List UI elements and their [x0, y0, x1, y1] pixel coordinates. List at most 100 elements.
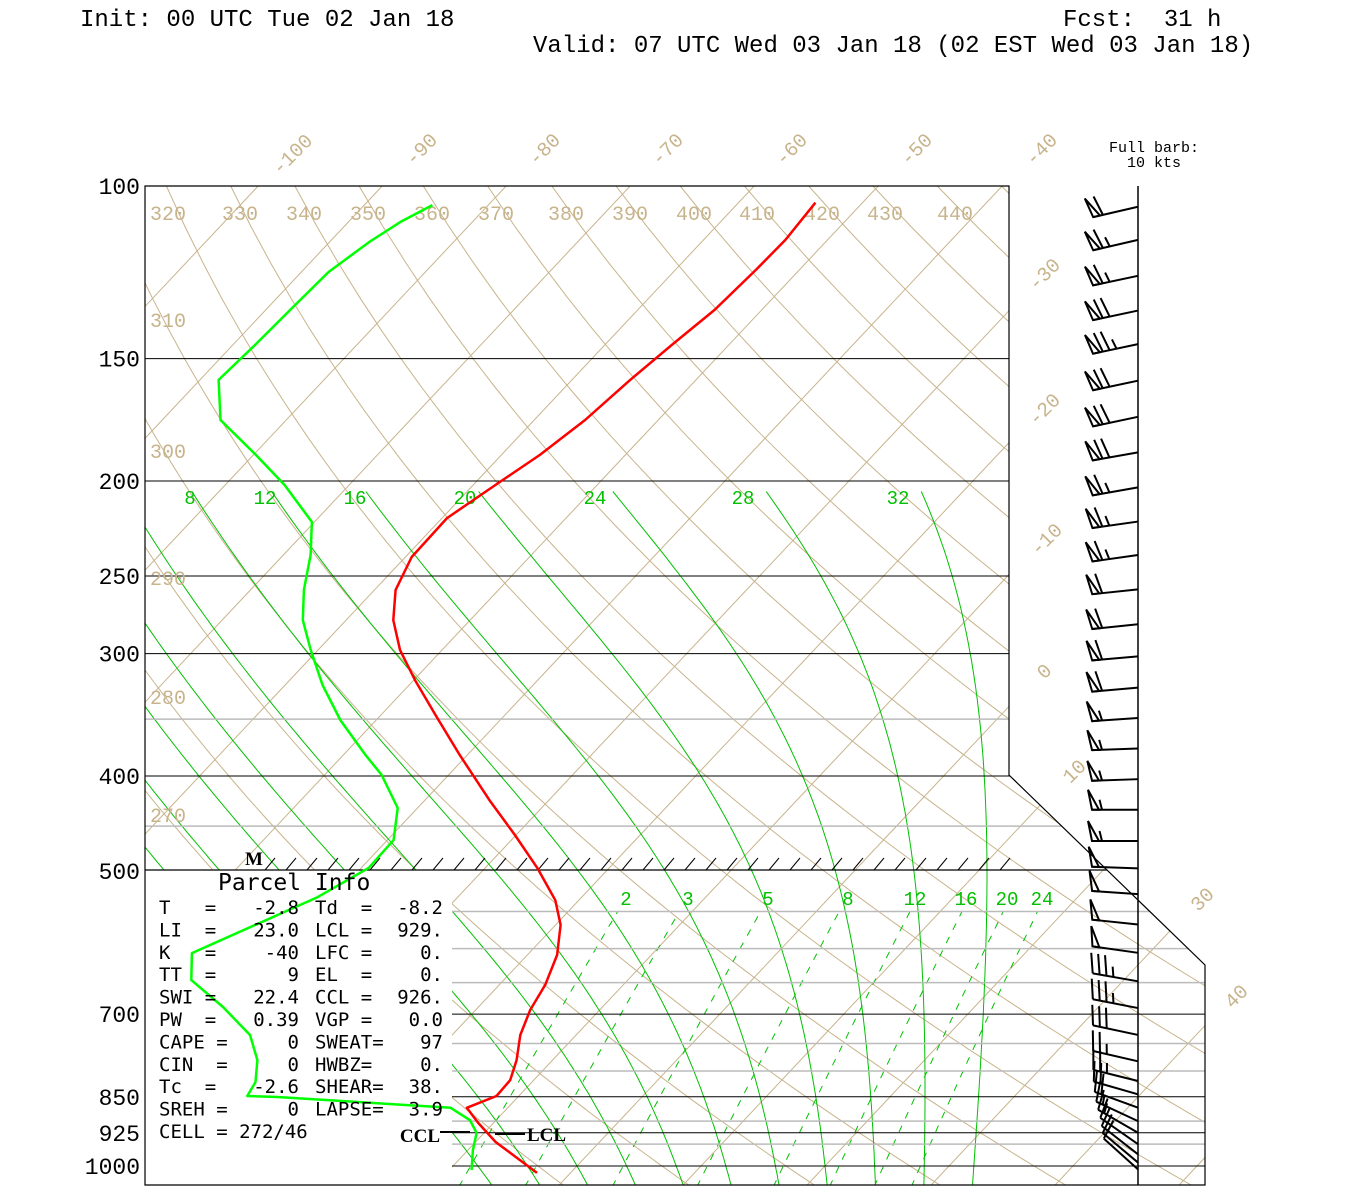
barb-full: [1094, 639, 1104, 660]
pressure-tick-label: 300: [99, 643, 140, 669]
mixing-ratio-label: 5: [762, 889, 773, 911]
isotherm-label: -80: [525, 130, 567, 172]
barb-shaft: [1092, 998, 1139, 1010]
dry-adiabat-line: [679, 186, 1205, 1185]
dry-adiabat-line: [358, 186, 1205, 1185]
parcel-value: 38.: [409, 1076, 443, 1098]
hatch-mark-500: [558, 857, 570, 871]
hatch-mark-500: [978, 857, 990, 871]
barb-half: [1104, 515, 1111, 526]
hatch-mark-500: [516, 857, 528, 871]
parcel-label: LI =: [159, 919, 216, 941]
dry-adiabat-label: 270: [150, 806, 186, 829]
moist-adiabat-label: 16: [344, 488, 367, 510]
barb-half: [1104, 482, 1111, 493]
hatch-mark-500: [663, 857, 675, 871]
barb-flag: [1090, 925, 1101, 949]
parcel-value: 9: [288, 964, 299, 986]
parcel-value: -8.2: [397, 897, 443, 919]
barb-flag: [1087, 846, 1101, 869]
pressure-tick-label: 150: [99, 348, 140, 374]
barb-half: [1098, 770, 1103, 781]
isotherm-line: [929, 186, 1205, 1185]
wind-barb: [1090, 952, 1139, 983]
wind-barb: [1099, 1098, 1139, 1145]
isotherm-line: [557, 186, 1205, 1185]
wind-barb: [1084, 403, 1139, 428]
parcel-label: SWI =: [159, 987, 216, 1009]
barb-half: [1104, 549, 1111, 560]
temperature-profile: [392, 201, 817, 1174]
parcel-label: SREH =: [159, 1099, 228, 1121]
wind-barb: [1083, 229, 1139, 252]
barb-half: [1103, 1103, 1109, 1114]
mixing-ratio-line: [772, 911, 911, 1185]
init-time: Init: 00 UTC Tue 02 Jan 18: [80, 7, 454, 34]
moist-adiabat-line: [765, 491, 926, 1185]
ccl-label: CCL: [400, 1126, 440, 1147]
hatch-mark-500: [642, 857, 654, 871]
wind-barb: [1095, 1081, 1139, 1123]
isotherm-label: -40: [1022, 130, 1064, 172]
dry-adiabat-label: 400: [676, 204, 712, 227]
pressure-tick-label: 400: [99, 765, 140, 791]
parcel-label: K =: [159, 942, 216, 964]
moist-adiabat-line: [478, 491, 828, 1185]
valid-time: Valid: 07 UTC Wed 03 Jan 18 (02 EST Wed …: [533, 33, 1253, 60]
wind-barb: [1090, 925, 1139, 954]
hatch-mark-500: [285, 857, 297, 871]
barb-flag: [1083, 230, 1102, 252]
parcel-label: LAPSE=: [315, 1099, 384, 1121]
isotherm-line: [0, 164, 31, 1187]
dewpoint-profile: [190, 203, 478, 1171]
parcel-value: 0.: [420, 942, 443, 964]
wind-barb: [1083, 196, 1139, 219]
isotherm-label: -20: [1025, 390, 1067, 432]
parcel-label: Tc =: [159, 1076, 216, 1098]
wind-barb: [1091, 1004, 1139, 1036]
barb-flag: [1085, 640, 1101, 662]
parcel-value: 0.0: [409, 1009, 443, 1031]
barb-half: [1098, 739, 1103, 751]
isotherm-line: [145, 186, 652, 1185]
wind-barb: [1089, 898, 1139, 926]
dry-adiabat-line: [145, 186, 566, 1185]
hatch-mark-500: [894, 857, 906, 871]
parcel-value: 0.: [420, 964, 443, 986]
mixing-ratio-label: 8: [842, 889, 853, 911]
barb-full: [1099, 1098, 1109, 1119]
dry-adiabat-line: [145, 186, 1069, 1185]
mixing-ratio-label: 16: [955, 889, 978, 911]
isotherm-line: [805, 186, 1205, 1185]
dry-adiabat-label: 280: [150, 688, 186, 711]
barb-full: [1099, 331, 1111, 351]
barb-full: [1093, 1071, 1098, 1093]
parcel-label: CCL =: [315, 987, 372, 1009]
barb-flag: [1084, 266, 1102, 287]
barb-flag: [1084, 440, 1102, 462]
mixing-ratio-label: 3: [682, 889, 693, 911]
hatch-mark-500: [579, 857, 591, 871]
dry-adiabat-label: 340: [286, 204, 322, 227]
wind-barb: [1084, 474, 1139, 497]
pressure-tick-label: 500: [99, 860, 140, 886]
forecast-hour: Fcst: 31 h: [1063, 7, 1221, 34]
wind-barb: [1085, 670, 1139, 693]
hatch-mark-500: [810, 857, 822, 871]
moist-adiabat-label: 20: [454, 488, 477, 510]
barb-full: [1100, 1106, 1112, 1127]
diagram-frame: [144, 185, 1206, 1186]
barb-flag: [1084, 406, 1102, 428]
parcel-value: 0: [288, 1054, 299, 1076]
barb-shaft: [1102, 1132, 1139, 1164]
wind-barb: [1084, 264, 1139, 287]
hatch-mark-500: [726, 857, 738, 871]
barb-flag: [1088, 870, 1101, 893]
barb-shaft: [1093, 1080, 1139, 1096]
barb-half: [1111, 339, 1118, 350]
barb-full: [1099, 403, 1111, 424]
hatch-mark-500: [999, 857, 1011, 871]
dry-adiabat-label: 310: [150, 311, 186, 334]
parcel-label: Td =: [315, 897, 372, 919]
mixing-ratio-line: [829, 911, 963, 1185]
